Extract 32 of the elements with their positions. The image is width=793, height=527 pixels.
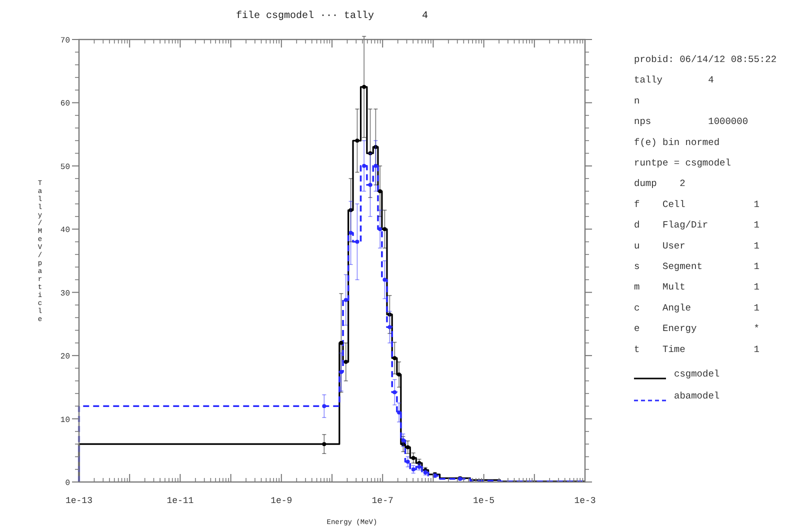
y-tick-label: 60: [60, 100, 70, 109]
text: f Cell 1: [634, 198, 760, 210]
text: n: [634, 95, 640, 106]
x-tick-label: 1e-11: [166, 496, 194, 506]
text: probid: 06/14/12 08:55:22: [634, 54, 777, 65]
text: m Mult 1: [634, 282, 760, 293]
y-tick-label: 10: [60, 416, 70, 425]
x-tick-label: 1e-5: [472, 496, 495, 506]
chart-title: file csgmodel ··· tally 4: [236, 10, 428, 22]
text: c Angle 1: [634, 302, 760, 314]
y-tick-label: 20: [60, 352, 70, 362]
text: u User 1: [634, 240, 760, 252]
text: f(e) bin normed: [634, 136, 720, 148]
text: tally 4: [634, 74, 714, 86]
text: e Energy *: [634, 323, 760, 334]
y-tick-label: 30: [60, 289, 70, 298]
text: s Segment 1: [634, 261, 760, 272]
y-tick-label: 0: [65, 479, 70, 488]
x-tick-label: 1e-3: [574, 496, 596, 506]
x-tick-label: 1e-9: [270, 496, 292, 506]
text: dump 2: [634, 178, 686, 190]
text: t Time 1: [634, 344, 760, 355]
x-tick-label: 1e-7: [372, 496, 394, 506]
y-tick-label: 50: [60, 162, 70, 172]
y-tick-label: 70: [60, 36, 70, 46]
legend-label: abamodel: [674, 390, 720, 402]
legend-label: csgmodel: [674, 368, 720, 380]
x-tick-label: 1e-13: [65, 496, 93, 506]
text: nps 1000000: [634, 116, 748, 128]
text: d Flag/Dir 1: [634, 220, 760, 231]
y-tick-label: 40: [60, 226, 70, 236]
text: runtpe = csgmodel: [634, 158, 732, 168]
